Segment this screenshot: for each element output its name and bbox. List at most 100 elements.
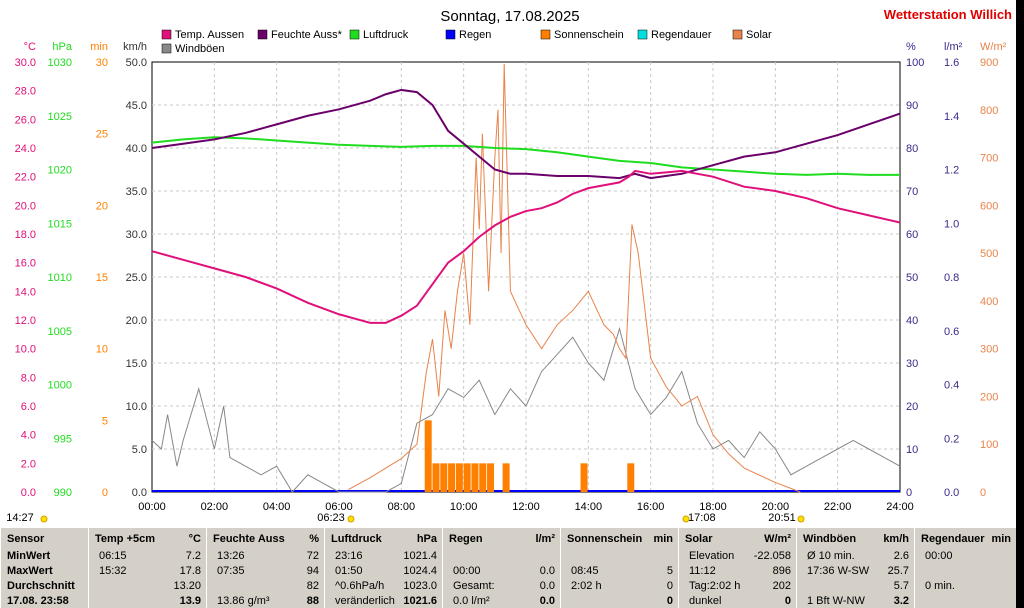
stats-header-title: Temp +5cm bbox=[95, 533, 156, 545]
stats-cell-time: 01:50 bbox=[335, 565, 363, 577]
stats-row: 00:00 0.0 bbox=[443, 565, 561, 578]
rain-axis-tick: 0.6 bbox=[944, 326, 959, 338]
stats-header: Feuchte Auss% bbox=[207, 533, 325, 546]
stats-row: 23:16 1021.4 bbox=[325, 550, 443, 563]
rain-axis-tick: 0.8 bbox=[944, 272, 959, 284]
stats-cell-time: Ø 10 min. bbox=[807, 550, 855, 562]
stats-row: 5.7 bbox=[797, 580, 915, 593]
time-tick: 14:00 bbox=[575, 501, 603, 513]
stats-cell-time: Tag:2:02 h bbox=[689, 580, 741, 592]
sun-axis-tick: 15 bbox=[96, 272, 108, 284]
stats-row: ^0.6hPa/h 1023.0 bbox=[325, 580, 443, 593]
stats-col-solar: Solar W/m² Elevation -22.058 11:12 896 Tag:2:0… bbox=[678, 528, 797, 608]
stats-row: 13.9 bbox=[89, 595, 207, 608]
legend-label: Solar bbox=[746, 29, 772, 41]
stats-row-label: Durchschnitt bbox=[7, 580, 75, 592]
time-tick: 06:00 bbox=[325, 501, 353, 513]
stats-cell-value: 1021.4 bbox=[403, 550, 437, 562]
sun-icon bbox=[797, 515, 805, 523]
solar-axis-tick: 700 bbox=[980, 153, 998, 165]
press-axis-tick: 1000 bbox=[48, 380, 72, 392]
temp-axis-tick: 4.0 bbox=[21, 430, 36, 442]
press-axis-tick: 995 bbox=[54, 433, 72, 445]
stats-header: Temp +5cm °C bbox=[89, 533, 207, 546]
stats-header-title: Windböen bbox=[803, 533, 857, 545]
hum-axis-tick: 0 bbox=[906, 487, 912, 499]
solar-axis-tick: 300 bbox=[980, 344, 998, 356]
stats-header-title: Sensor bbox=[7, 533, 45, 545]
station-name: Wetterstation Willich bbox=[884, 7, 1012, 22]
time-tick: 10:00 bbox=[450, 501, 478, 513]
scrollbar[interactable] bbox=[1016, 0, 1024, 608]
legend-label: Windböen bbox=[175, 43, 225, 55]
wind-axis-tick: 15.0 bbox=[126, 358, 147, 370]
sun-axis-tick: 25 bbox=[96, 129, 108, 141]
sunshine-bar bbox=[455, 463, 463, 492]
stats-row: Tag:2:02 h 202 bbox=[679, 580, 797, 593]
wind-axis-tick: 45.0 bbox=[126, 100, 147, 112]
wind-axis-unit: km/h bbox=[123, 41, 147, 53]
sunshine-bar bbox=[471, 463, 479, 492]
stats-row: 08:45 5 bbox=[561, 565, 679, 578]
solar-line bbox=[348, 63, 801, 493]
wind-axis-tick: 10.0 bbox=[126, 401, 147, 413]
time-tick: 24:00 bbox=[886, 501, 914, 513]
sunshine-bar bbox=[448, 463, 456, 492]
stats-row: 13.20 bbox=[89, 580, 207, 593]
stats-cell-time: 11:12 bbox=[689, 565, 716, 577]
temp-axis-tick: 12.0 bbox=[15, 315, 36, 327]
stats-row: 0 bbox=[561, 595, 679, 608]
legend-swatch bbox=[445, 29, 456, 40]
solar-axis-tick: 900 bbox=[980, 57, 998, 69]
stats-cell-value: 7.2 bbox=[185, 550, 201, 562]
stats-cell-time: 13.86 g/m³ bbox=[217, 595, 270, 607]
sun-axis-tick: 30 bbox=[96, 57, 108, 69]
time-tick: 22:00 bbox=[824, 501, 852, 513]
temp-axis-tick: 18.0 bbox=[15, 229, 36, 241]
sunshine-bar bbox=[479, 463, 487, 492]
wind-axis-tick: 50.0 bbox=[126, 57, 147, 69]
sun-icon bbox=[40, 515, 48, 523]
stats-header-unit: l/m² bbox=[535, 533, 555, 545]
sunrise-time: 06:23 bbox=[317, 512, 345, 524]
solar-axis-tick: 500 bbox=[980, 248, 998, 260]
time-tick: 02:00 bbox=[201, 501, 229, 513]
sunshine-bar bbox=[580, 463, 588, 492]
stats-cell-time: 07:35 bbox=[217, 565, 245, 577]
legend-label: Feuchte Auss* bbox=[271, 29, 343, 41]
plot-grid bbox=[151, 61, 901, 493]
time-tick: 00:00 bbox=[138, 501, 166, 513]
stats-header-title: Solar bbox=[685, 533, 713, 545]
stats-header-title: Luftdruck bbox=[331, 533, 382, 545]
stats-cell-value: 72 bbox=[306, 550, 319, 562]
stats-cell-time: 17:36 W-SW bbox=[807, 565, 870, 577]
stats-row: 2:02 h 0 bbox=[561, 580, 679, 593]
stats-col-hum: Feuchte Auss% 13:26 72 07:35 94 82 13.86 g/m³ 8… bbox=[206, 528, 325, 608]
stats-cell-time: 08:45 bbox=[571, 565, 599, 577]
press-axis-tick: 1025 bbox=[48, 111, 72, 123]
stats-header-unit: W/m² bbox=[764, 533, 791, 545]
press-axis-unit: hPa bbox=[52, 41, 72, 53]
stats-col-sensor: Sensor MinWert MaxWert Durchschnitt 17.08. 2… bbox=[0, 528, 89, 608]
stats-header-unit: km/h bbox=[883, 533, 909, 545]
legend-label: Regen bbox=[459, 29, 491, 41]
stats-row: 82 bbox=[207, 580, 325, 593]
stats-row-label: MaxWert bbox=[7, 565, 53, 577]
stats-row: 0 min. bbox=[915, 580, 1017, 593]
stats-row: 01:50 1024.4 bbox=[325, 565, 443, 578]
rain-axis-tick: 1.6 bbox=[944, 57, 959, 69]
stats-row: 13.86 g/m³ 88 bbox=[207, 595, 325, 608]
sunshine-bar bbox=[440, 463, 448, 492]
temp-axis-tick: 6.0 bbox=[21, 401, 36, 413]
temp-axis-tick: 14.0 bbox=[15, 286, 36, 298]
stats-cell-value: 82 bbox=[306, 580, 319, 592]
time-tick: 12:00 bbox=[512, 501, 540, 513]
stats-header: Solar W/m² bbox=[679, 533, 797, 546]
wind-axis-tick: 40.0 bbox=[126, 143, 147, 155]
solar-axis-tick: 0 bbox=[980, 487, 986, 499]
stats-header: Regendauer min bbox=[915, 533, 1017, 546]
wind-axis-tick: 35.0 bbox=[126, 186, 147, 198]
stats-header-title: Regendauer bbox=[921, 533, 985, 545]
stats-row bbox=[443, 550, 561, 563]
temp-axis-tick: 28.0 bbox=[15, 86, 36, 98]
